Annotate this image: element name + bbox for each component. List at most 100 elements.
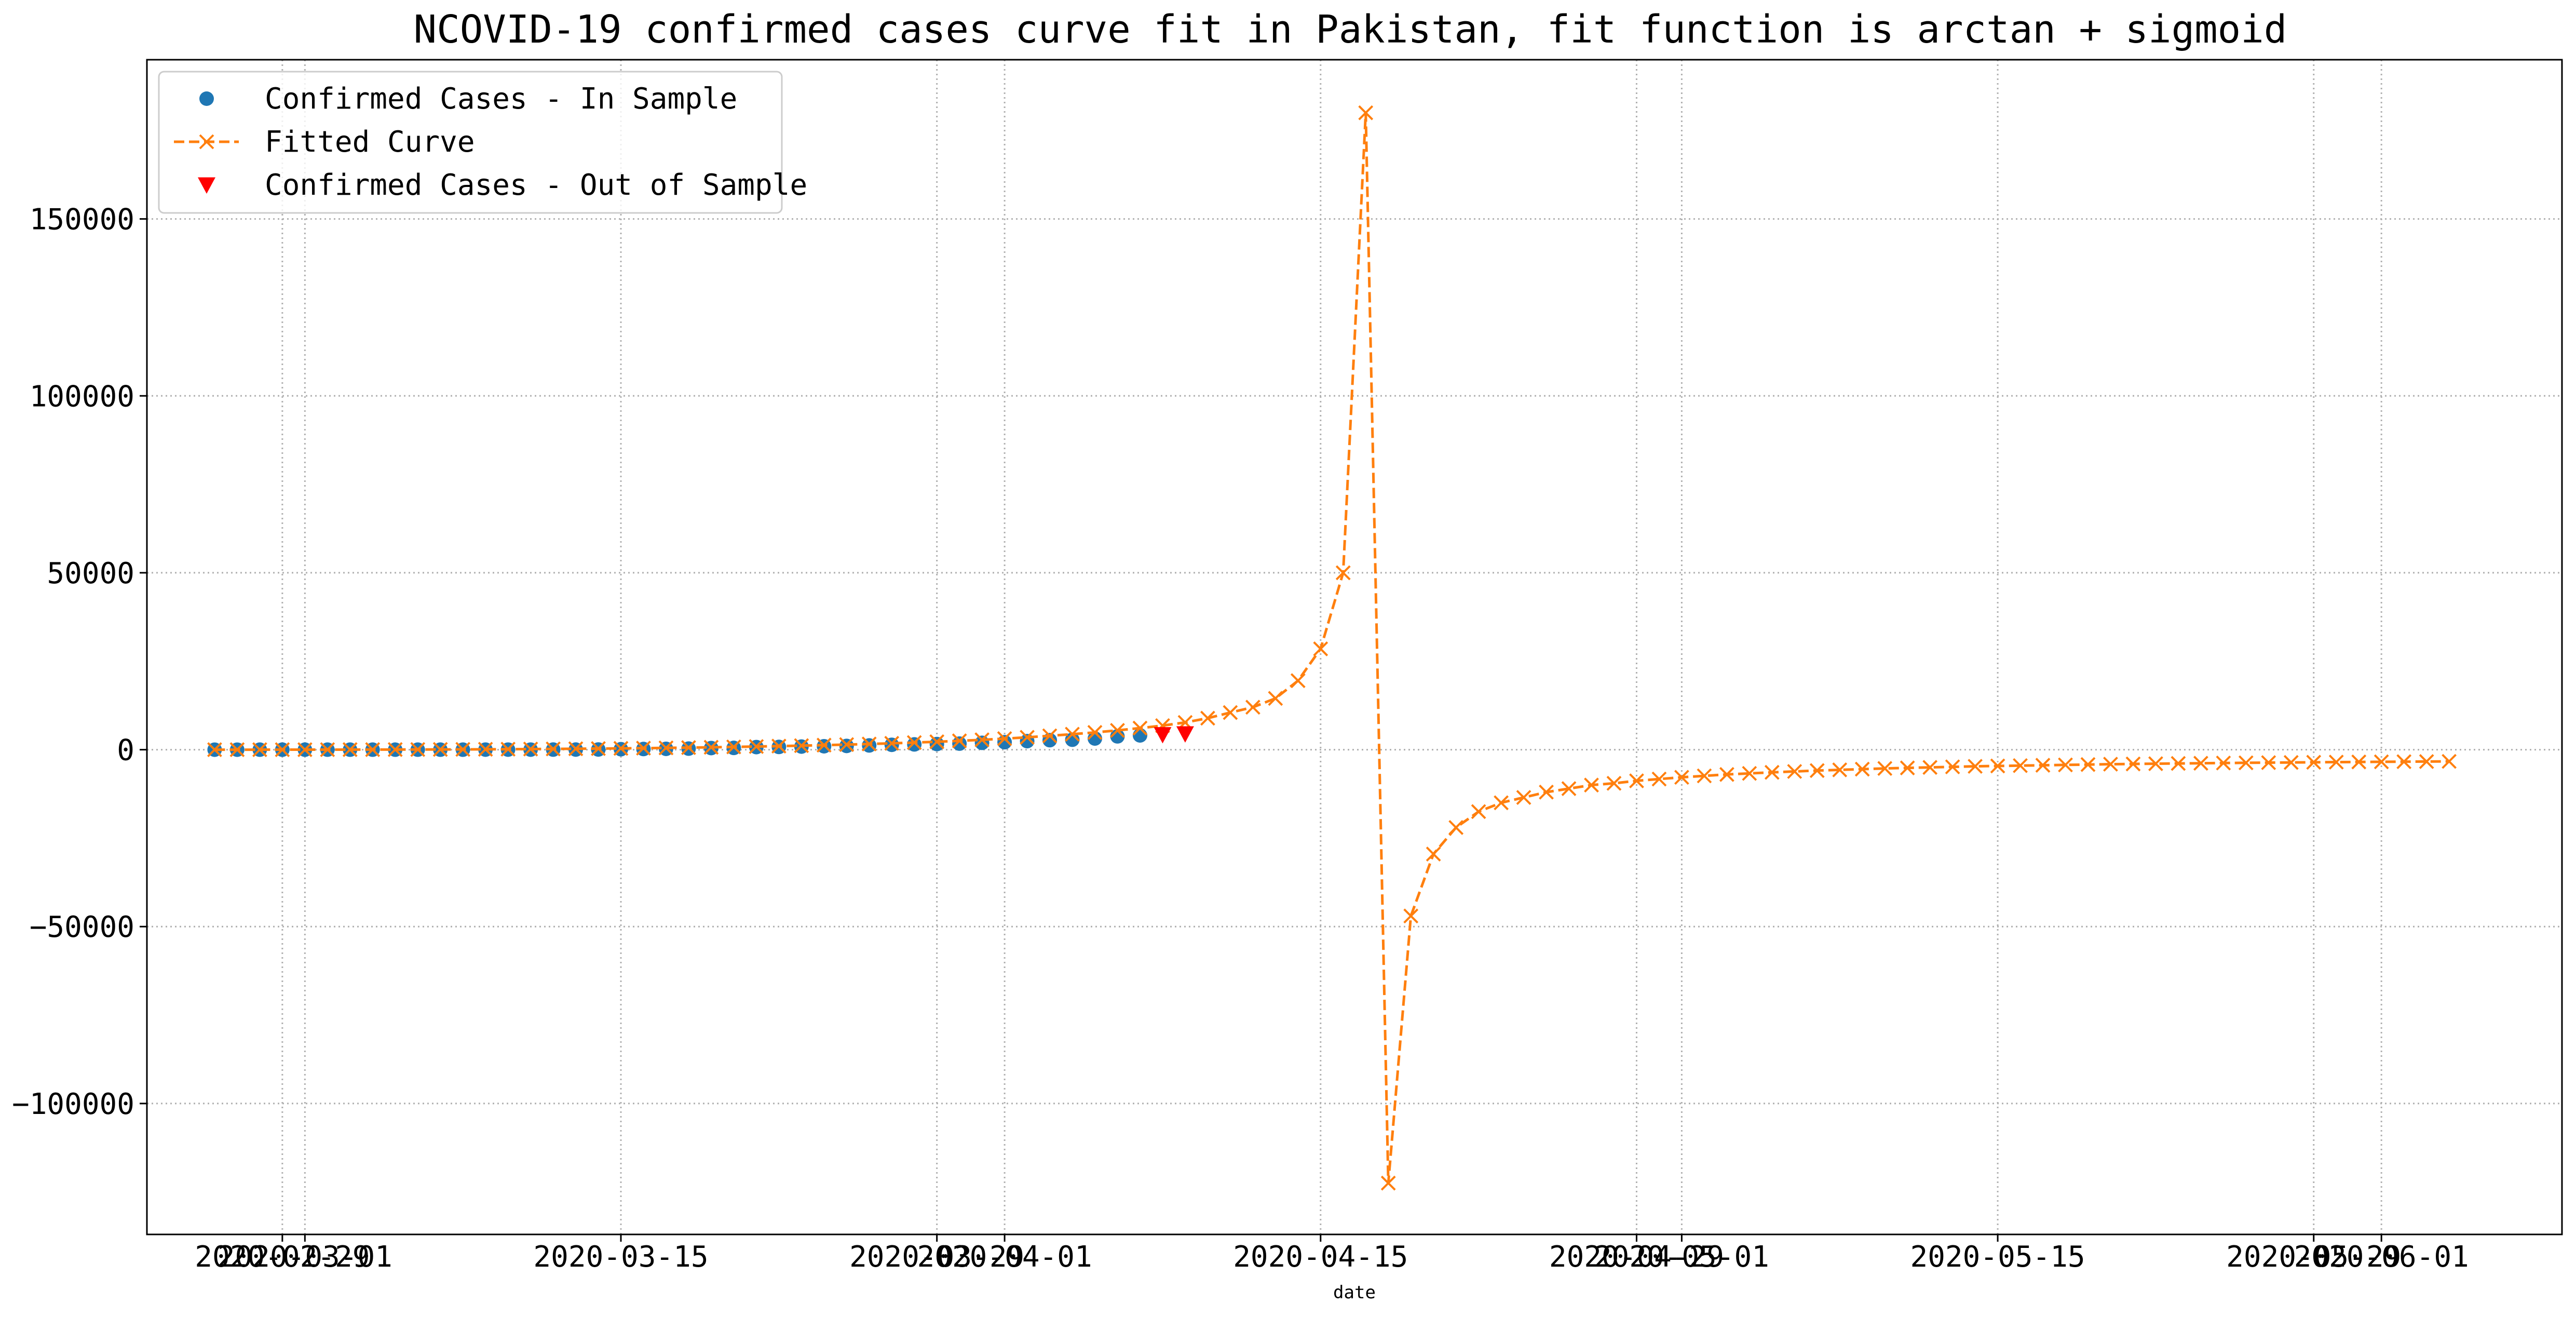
- x-tick-label: 2020-04-29: [1549, 1240, 1724, 1274]
- fitted-curve-point: [1877, 761, 1893, 776]
- y-tick-label: 100000: [30, 380, 134, 413]
- y-tick-label: 0: [117, 734, 134, 768]
- x-tick-label: 2020-03-15: [533, 1240, 708, 1274]
- series-1: [207, 105, 2457, 1191]
- fitted-curve-point: [1313, 641, 1328, 656]
- fitted-curve-point: [1426, 846, 1441, 862]
- fitted-curve-point: [2306, 755, 2322, 770]
- fitted-curve-point: [1697, 768, 1712, 784]
- fitted-curve-point: [1200, 710, 1215, 726]
- fitted-curve-point: [365, 742, 381, 757]
- fitted-curve-point: [523, 741, 538, 757]
- fitted-curve-point: [1494, 795, 1509, 811]
- fitted-curve-point: [1719, 767, 1734, 782]
- in-sample-point: [997, 735, 1012, 750]
- in-sample-point: [907, 737, 922, 752]
- fitted-curve-point: [1380, 1175, 1396, 1191]
- legend-label: Confirmed Cases - In Sample: [265, 82, 737, 116]
- fitted-curve-point: [1110, 723, 1125, 738]
- fitted-curve-point: [2125, 756, 2141, 772]
- fitted-curve-point: [726, 739, 741, 755]
- y-tick-label: 150000: [30, 203, 134, 237]
- fitted-curve-point: [591, 741, 606, 756]
- fitted-curve-point: [2442, 754, 2457, 769]
- fitted-curve-point: [275, 742, 290, 757]
- series-2: [1154, 726, 1194, 744]
- fitted-curve-point: [207, 742, 222, 757]
- fitted-curve-point: [2419, 754, 2434, 769]
- fitted-curve-point: [2171, 756, 2186, 771]
- chart-title: NCOVID-19 confirmed cases curve fit in P…: [414, 7, 2287, 52]
- fitted-curve-point: [1990, 758, 2005, 774]
- y-tick-label: 50000: [47, 557, 134, 590]
- fitted-curve-point: [297, 742, 313, 757]
- fitted-curve-point: [952, 733, 967, 748]
- fitted-curve-point: [2238, 755, 2254, 771]
- fitted-curve-point: [410, 742, 426, 757]
- fitted-curve-point: [1335, 565, 1351, 581]
- fitted-curve-point: [681, 740, 696, 755]
- x-tick-label: 2020-03-29: [849, 1240, 1024, 1274]
- legend-label: Confirmed Cases - Out of Sample: [265, 168, 807, 202]
- fitted-curve-point: [1561, 781, 1577, 796]
- fitted-curve-point: [252, 742, 267, 757]
- fitted-curve-point: [1539, 784, 1554, 800]
- legend-marker: [198, 177, 215, 194]
- fitted-curve-point: [2080, 757, 2096, 772]
- fitted-curve-point: [2148, 756, 2163, 771]
- axis-ticks: −100000 −50000 0 50000 100000 150000 2020-02-2…: [12, 203, 2469, 1274]
- fitted-curve-point: [320, 742, 335, 757]
- x-tick-label: 2020-05-29: [2226, 1240, 2401, 1274]
- plot-series: [207, 105, 2457, 1191]
- x-tick-label: 2020-03-01: [218, 1240, 392, 1274]
- fitted-curve-point: [1674, 770, 1689, 785]
- in-sample-point: [884, 737, 899, 752]
- fitted-curve-point: [1042, 728, 1057, 744]
- legend-entry: Confirmed Cases - Out of Sample: [198, 168, 807, 202]
- y-tick-label: −100000: [12, 1087, 134, 1121]
- fitted-curve-point: [546, 741, 561, 757]
- legend-entry: Fitted Curve: [174, 125, 475, 159]
- fitted-curve-point: [2261, 755, 2276, 770]
- legend-marker: [199, 91, 214, 106]
- fitted-curve-point: [1358, 105, 1374, 120]
- fitted-curve-point: [1651, 771, 1667, 787]
- fitted-curve-point: [2351, 754, 2367, 770]
- fitted-curve-point: [455, 742, 471, 757]
- fitted-curve-point: [432, 742, 448, 757]
- fitted-curve-point: [1020, 730, 1035, 745]
- fitted-curve-point: [1132, 720, 1148, 736]
- fitted-curve-point: [997, 731, 1012, 746]
- fitted-curve-point: [1245, 700, 1260, 715]
- fitted-curve-point: [2058, 757, 2073, 773]
- fitted-curve-point: [1087, 724, 1103, 740]
- out-of-sample-point: [1154, 727, 1172, 744]
- fitted-curve-point: [794, 738, 809, 754]
- fitted-curve-point: [658, 740, 674, 756]
- fitted-curve-point: [1787, 764, 1802, 779]
- fitted-curve-point: [1471, 804, 1486, 819]
- fitted-curve-point: [861, 736, 877, 752]
- in-sample-point: [952, 736, 967, 751]
- legend-box: [158, 71, 783, 214]
- fitted-curve-point: [387, 742, 403, 757]
- out-of-sample-point: [1176, 726, 1194, 743]
- fitted-curve-point: [2216, 755, 2231, 771]
- x-tick-label: 2020-04-01: [917, 1240, 1092, 1274]
- fitted-curve-point: [1764, 764, 1780, 780]
- fitted-curve-point: [1742, 765, 1757, 781]
- fitted-curve-point: [771, 738, 787, 754]
- fitted-curve-point: [1268, 691, 1283, 706]
- plot-frame: [146, 59, 2563, 1235]
- fitted-curve-point: [1832, 762, 1848, 777]
- legend-entry: Confirmed Cases - In Sample: [199, 82, 737, 116]
- fitted-curve-point: [884, 735, 900, 751]
- fitted-curve-point: [1945, 759, 1960, 775]
- fitted-curve-point: [1448, 820, 1464, 835]
- x-tick-label: 2020-02-29: [195, 1240, 370, 1274]
- fitted-curve-point: [2035, 758, 2051, 773]
- fitted-curve-point: [1629, 773, 1644, 788]
- fitted-curve-point: [500, 742, 516, 757]
- fitted-curve-point: [1968, 759, 1983, 774]
